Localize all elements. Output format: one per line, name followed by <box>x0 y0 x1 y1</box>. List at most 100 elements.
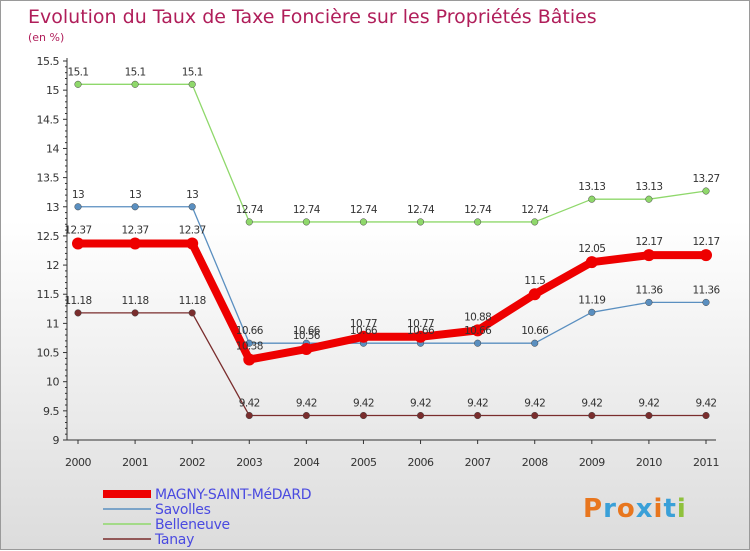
data-label: 10.56 <box>293 330 321 342</box>
data-point <box>531 339 539 347</box>
data-point <box>702 411 710 420</box>
data-point <box>471 324 484 337</box>
x-tick-label: 2011 <box>693 456 719 469</box>
x-tick-label: 2003 <box>236 456 262 469</box>
data-label: 10.77 <box>350 318 377 330</box>
legend-label: Savolles <box>155 502 211 518</box>
x-tick-label: 2000 <box>65 456 91 469</box>
logo-text: Proxiti <box>583 494 687 524</box>
data-label: 9.42 <box>696 398 717 410</box>
data-label: 10.66 <box>350 325 378 337</box>
data-label: 12.17 <box>635 236 662 248</box>
data-point <box>359 218 368 226</box>
data-point <box>188 309 196 317</box>
data-point <box>588 308 596 316</box>
data-label: 11.18 <box>64 295 91 307</box>
y-tick-label: 11.5 <box>37 288 60 301</box>
y-tick-label: 15 <box>46 84 59 97</box>
data-point <box>642 249 655 262</box>
data-label: 13 <box>186 189 198 201</box>
y-tick-label: 14.5 <box>37 113 60 126</box>
x-tick-label: 2010 <box>636 456 662 469</box>
data-point <box>474 218 482 226</box>
y-tick-label: 14 <box>46 142 59 155</box>
x-tick-label: 2005 <box>350 456 376 469</box>
y-tick-label: 13.5 <box>37 172 60 185</box>
data-label: 12.74 <box>293 204 321 216</box>
data-label: 12.74 <box>407 204 435 216</box>
data-point <box>702 298 710 306</box>
x-tick-label: 2002 <box>179 456 205 469</box>
x-tick-label: 2009 <box>579 456 605 469</box>
data-label: 9.42 <box>638 398 659 410</box>
logo-letter: x <box>636 494 654 524</box>
y-tick-label: 15.5 <box>37 55 60 68</box>
y-tick-label: 10 <box>46 376 59 389</box>
data-point <box>700 249 712 262</box>
x-tick-label: 2007 <box>465 456 491 469</box>
data-point <box>245 339 253 347</box>
data-labels: 11.18 11.18 11.18 9.42 9.42 9.42 9.42 9.42 9.42 9… <box>64 66 721 410</box>
data-point <box>74 309 82 317</box>
data-label: 9.42 <box>353 398 374 410</box>
data-point <box>131 203 139 211</box>
x-tick-label: 2004 <box>293 456 319 469</box>
x-tick-label: 2008 <box>522 456 548 469</box>
data-point <box>359 411 368 420</box>
data-label: 12.74 <box>236 204 264 216</box>
data-point <box>74 203 82 211</box>
data-label: 12.74 <box>464 204 492 216</box>
data-label: 9.42 <box>239 398 260 410</box>
data-label: 15.1 <box>68 66 89 78</box>
y-tick-label: 13 <box>46 201 59 214</box>
data-label: 9.42 <box>581 398 602 410</box>
data-label: 11.36 <box>692 284 720 296</box>
data-point <box>531 411 539 420</box>
data-label: 11.5 <box>524 275 545 287</box>
legend-label: Belleneuve <box>155 517 230 533</box>
data-point <box>302 218 310 226</box>
series-line-1 <box>77 83 707 223</box>
data-label: 13 <box>72 189 84 201</box>
data-point <box>416 411 425 420</box>
data-point <box>585 256 598 269</box>
data-point <box>186 237 199 250</box>
data-label: 10.66 <box>521 325 549 337</box>
data-point <box>645 298 653 306</box>
data-label: 12.74 <box>350 204 378 216</box>
y-tick-label: 12 <box>46 259 59 272</box>
logo-letter: t <box>663 494 676 524</box>
y-tick-label: 11 <box>46 317 59 330</box>
y-tick-label: 10.5 <box>37 347 60 360</box>
data-label: 9.42 <box>467 398 488 410</box>
data-point <box>414 330 427 343</box>
data-label: 10.66 <box>293 325 321 337</box>
data-label: 13.13 <box>635 181 662 193</box>
proxiti-logo: Proxiti <box>583 494 687 524</box>
data-label: 12.37 <box>179 225 206 237</box>
series-layer <box>72 80 712 420</box>
data-label: 12.37 <box>64 225 91 237</box>
y-tick-label: 9 <box>53 434 60 447</box>
data-point <box>245 411 253 420</box>
series-line-0 <box>77 312 707 417</box>
y-tick-label: 9.5 <box>43 405 59 418</box>
data-label: 13.27 <box>692 173 719 185</box>
data-point <box>302 411 310 420</box>
data-label: 12.17 <box>692 236 719 248</box>
chart-title: Evolution du Taux de Taxe Foncière sur l… <box>28 6 597 28</box>
data-point <box>72 237 84 250</box>
data-point <box>188 80 196 88</box>
x-tick-label: 2001 <box>122 456 148 469</box>
data-label: 11.19 <box>578 294 605 306</box>
data-label: 10.66 <box>407 325 435 337</box>
data-point <box>245 218 253 226</box>
data-point <box>129 237 142 250</box>
axes: 9 9.5 10 10.5 11 11.5 12 12.5 13 13.5 14 14.5 15 15.5… <box>37 55 720 469</box>
data-label: 11.36 <box>635 284 663 296</box>
data-point <box>531 218 539 226</box>
data-point <box>474 411 482 420</box>
data-point <box>528 288 541 301</box>
data-label: 13.13 <box>578 181 605 193</box>
